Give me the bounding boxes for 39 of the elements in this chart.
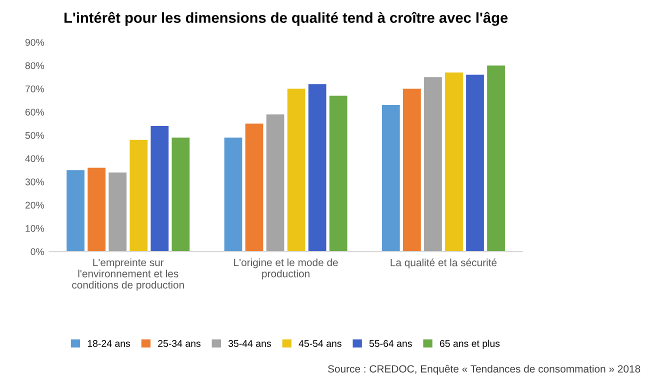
bar [172, 138, 190, 252]
bar [403, 88, 421, 252]
bar [224, 138, 242, 252]
legend-label: 55-64 ans [369, 340, 412, 347]
x-tick-label: L'empreinte sur l'environnement et les conditions de production [72, 258, 184, 291]
y-tick-label: 30% [25, 178, 44, 186]
bar [88, 168, 106, 252]
y-tick-label: 90% [25, 38, 44, 46]
bar [382, 105, 400, 252]
bar [150, 126, 169, 252]
legend-label: 45-54 ans [298, 340, 342, 347]
source-note: Source : CREDOC, Enquête « Tendances de consommation » 2018 [328, 364, 640, 375]
bar [445, 72, 463, 252]
bar [66, 170, 84, 252]
bar [287, 88, 306, 252]
bar [108, 172, 127, 252]
y-tick-label: 20% [25, 202, 44, 209]
y-tick-label: 0% [30, 248, 44, 256]
y-tick-label: 80% [25, 62, 44, 70]
legend-label: 35-44 ans [228, 340, 271, 347]
y-tick-label: 60% [25, 108, 44, 116]
bar [487, 65, 505, 252]
y-tick-label: 40% [25, 155, 44, 162]
y-tick-label: 10% [26, 225, 44, 232]
bar [424, 77, 442, 252]
legend-label: 25-34 ans [158, 340, 201, 347]
y-tick-label: 70% [25, 85, 44, 92]
bar [130, 140, 148, 252]
bar [308, 84, 326, 252]
bar [466, 74, 484, 252]
chart-title: L'intérêt pour les dimensions de qualité tend à croître avec l'âge [64, 12, 508, 26]
x-tick-label: L'origine et le mode de production [234, 258, 338, 280]
legend-label: 18-24 ans [88, 340, 130, 347]
legend-label: 65 ans et plus [440, 340, 500, 349]
bar [266, 114, 284, 252]
bar [329, 96, 348, 252]
y-tick-label: 50% [25, 132, 44, 139]
bar [245, 124, 264, 252]
x-tick-label: La qualité et la sécurité [390, 258, 497, 268]
